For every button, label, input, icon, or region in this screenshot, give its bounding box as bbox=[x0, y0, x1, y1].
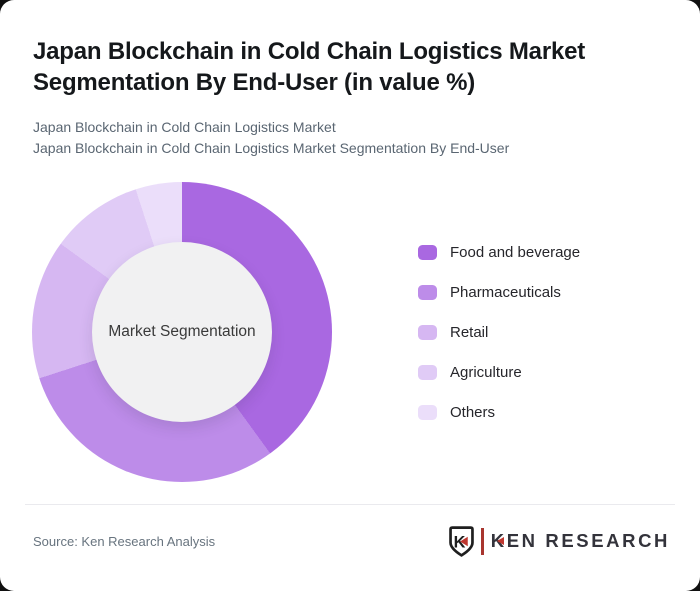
page-title: Japan Blockchain in Cold Chain Logistics… bbox=[33, 38, 586, 96]
legend-item-retail: Retail bbox=[418, 324, 580, 341]
ken-research-logo: K KEN RESEARCH bbox=[448, 525, 670, 557]
footer: Source: Ken Research Analysis K KEN RESE… bbox=[0, 505, 700, 577]
legend-item-food-and-beverage: Food and beverage bbox=[418, 244, 580, 261]
shield-monogram-letter: K bbox=[453, 533, 465, 551]
legend-label: Food and beverage bbox=[450, 243, 581, 261]
logo-k-triangle-icon bbox=[497, 536, 505, 545]
donut-center-label: Market Segmentation bbox=[108, 323, 256, 340]
legend-label: Agriculture bbox=[450, 363, 522, 381]
subtitles: Japan Blockchain in Cold Chain Logistics… bbox=[33, 117, 660, 159]
shield-monogram-icon: K bbox=[448, 525, 474, 557]
footer-divider bbox=[25, 504, 675, 505]
logo-divider-bar bbox=[480, 527, 484, 555]
legend-item-pharmaceuticals: Pharmaceuticals bbox=[418, 284, 580, 301]
subtitle-segmentation: Japan Blockchain in Cold Chain Logistics… bbox=[33, 140, 510, 156]
legend-item-others: Others bbox=[418, 404, 580, 421]
legend-label: Retail bbox=[450, 323, 489, 341]
chart-section: Market Segmentation Food and beverage Ph… bbox=[32, 182, 700, 482]
legend-swatch-icon bbox=[418, 324, 437, 340]
shield-red-triangle-icon bbox=[459, 536, 468, 546]
legend-label: Others bbox=[450, 403, 496, 421]
legend-swatch-icon bbox=[418, 364, 437, 380]
legend-swatch-icon bbox=[418, 244, 437, 260]
legend-item-agriculture: Agriculture bbox=[418, 364, 580, 381]
logo-wordmark: KEN RESEARCH bbox=[490, 529, 670, 551]
subtitle-market: Japan Blockchain in Cold Chain Logistics… bbox=[33, 119, 336, 135]
header: Japan Blockchain in Cold Chain Logistics… bbox=[0, 0, 700, 159]
logo-wordmark-text: KEN RESEARCH bbox=[490, 529, 670, 551]
donut-chart: Market Segmentation bbox=[32, 182, 332, 482]
legend-label: Pharmaceuticals bbox=[450, 283, 561, 301]
legend-swatch-icon bbox=[418, 404, 437, 420]
source-text: Source: Ken Research Analysis bbox=[33, 533, 216, 549]
chart-legend: Food and beverage Pharmaceuticals Retail… bbox=[418, 244, 580, 421]
legend-swatch-icon bbox=[418, 284, 437, 300]
donut-center: Market Segmentation bbox=[92, 242, 272, 422]
